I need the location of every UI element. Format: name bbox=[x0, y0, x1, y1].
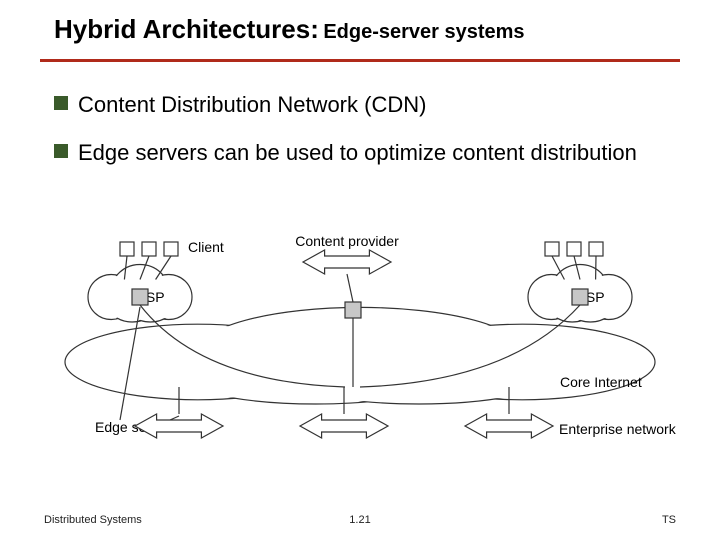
bullet-square-icon bbox=[54, 96, 68, 110]
architecture-diagram: Core InternetISPISPClientContent provide… bbox=[40, 232, 680, 462]
svg-text:Client: Client bbox=[188, 239, 224, 255]
footer-right: TS bbox=[662, 514, 676, 526]
svg-text:Core Internet: Core Internet bbox=[560, 374, 642, 390]
slide-title-main: Hybrid Architectures: bbox=[54, 14, 319, 44]
slide-title-sub: Edge-server systems bbox=[323, 21, 524, 43]
slide-footer: Distributed Systems 1.21 TS bbox=[0, 514, 720, 526]
svg-text:Enterprise network: Enterprise network bbox=[559, 421, 677, 437]
bullet-list: Content Distribution Network (CDN) Edge … bbox=[0, 62, 720, 167]
bullet-text: Content Distribution Network (CDN) bbox=[78, 90, 426, 120]
list-item: Content Distribution Network (CDN) bbox=[54, 90, 680, 120]
footer-left: Distributed Systems bbox=[44, 514, 142, 526]
bullet-square-icon bbox=[54, 144, 68, 158]
svg-text:Content provider: Content provider bbox=[295, 233, 399, 249]
list-item: Edge servers can be used to optimize con… bbox=[54, 138, 680, 168]
bullet-text: Edge servers can be used to optimize con… bbox=[78, 138, 637, 168]
footer-center: 1.21 bbox=[349, 514, 370, 526]
